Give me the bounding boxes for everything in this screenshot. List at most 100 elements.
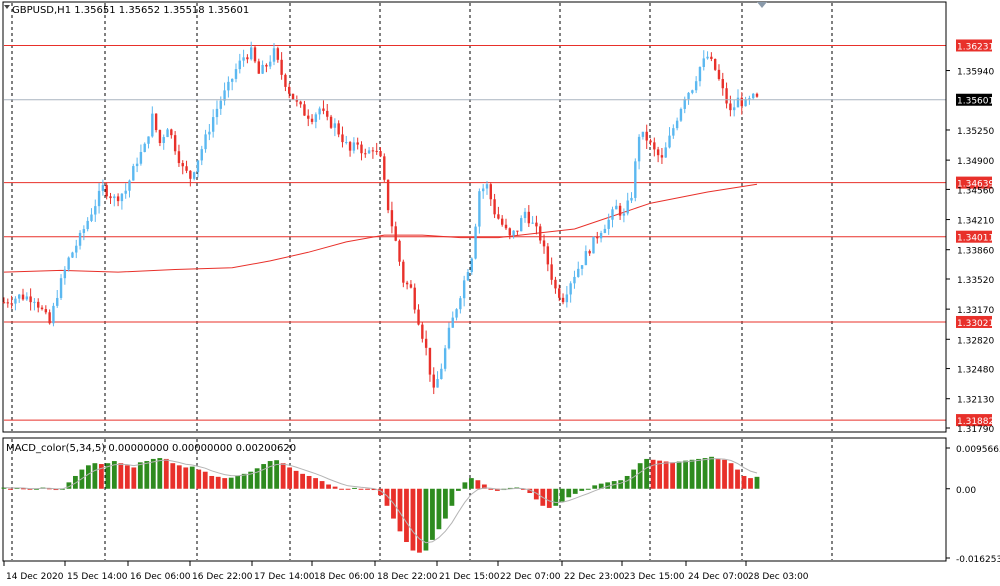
candle-body xyxy=(451,317,454,328)
candle-body xyxy=(120,193,124,202)
macd-bar xyxy=(183,467,189,489)
candle-body xyxy=(265,64,268,67)
macd-bar xyxy=(618,480,624,489)
candle-body xyxy=(128,180,131,191)
candle-body xyxy=(729,103,732,111)
candle-body xyxy=(341,134,344,143)
macd-bar xyxy=(1,487,7,489)
candle-body xyxy=(656,149,660,156)
macd-bar xyxy=(8,488,13,490)
macd-signal-line xyxy=(3,458,758,544)
candle-body xyxy=(531,222,534,224)
macd-bar xyxy=(417,488,422,553)
candle-body xyxy=(326,110,329,117)
candle-body xyxy=(242,57,245,61)
level-price-label: 1.36231 xyxy=(957,42,994,52)
macd-bar xyxy=(488,488,494,490)
candle-body xyxy=(375,150,378,152)
macd-bar xyxy=(339,488,344,490)
candle-body xyxy=(307,115,310,119)
candle-body xyxy=(402,261,405,283)
candle-body xyxy=(40,307,44,310)
candle-body xyxy=(398,240,401,262)
candle-body xyxy=(116,196,120,202)
candle-body xyxy=(443,348,447,369)
macd-gridlines xyxy=(11,439,833,560)
candle-body xyxy=(527,211,531,224)
macd-bar xyxy=(34,488,39,490)
candle-body xyxy=(500,218,504,225)
candle-body xyxy=(352,142,356,151)
candle-body xyxy=(603,228,607,233)
price-tick-label: 1.33170 xyxy=(957,306,994,316)
candle-body xyxy=(489,184,492,200)
candle-body xyxy=(481,188,485,192)
candle-body xyxy=(748,98,751,100)
candle-body xyxy=(223,90,226,101)
macd-bar xyxy=(222,478,228,489)
macd-bar xyxy=(235,475,241,489)
level-price-tag xyxy=(956,315,992,328)
macd-bar xyxy=(546,488,552,508)
candle-body xyxy=(417,309,420,325)
candle-body xyxy=(565,294,569,303)
macd-bar xyxy=(189,466,195,489)
horizontal-levels[interactable]: 1.36231 1.34639 1.34011 1.33021 1.31882 1.356… xyxy=(4,39,994,427)
candle-body xyxy=(386,179,390,211)
candle-body xyxy=(143,143,146,153)
candle-body xyxy=(200,149,203,161)
candle-body xyxy=(634,161,637,198)
macd-bar xyxy=(326,484,331,489)
macd-bar xyxy=(144,461,150,489)
macd-bar xyxy=(352,487,357,489)
candle-body xyxy=(310,118,314,122)
candle-body xyxy=(113,196,116,199)
macd-bar xyxy=(520,488,526,490)
macd-tick-label: 0.00 xyxy=(956,486,976,496)
candle-body xyxy=(105,185,108,197)
candle-body xyxy=(660,155,664,158)
macd-bar xyxy=(345,488,351,490)
candle-body xyxy=(573,276,576,284)
current-price-label: 1.35601 xyxy=(957,97,994,107)
candle-body xyxy=(158,130,162,144)
candle-body xyxy=(44,309,48,313)
macd-tick-label: -0.016253 xyxy=(956,555,1000,565)
shift-triangle-icon[interactable] xyxy=(757,2,767,8)
collapse-triangle-icon[interactable] xyxy=(4,5,10,9)
candle-body xyxy=(455,309,458,318)
candle-body xyxy=(470,258,473,273)
candle-body xyxy=(485,184,489,189)
candle-body xyxy=(440,368,443,380)
main-price-pane[interactable]: 1.36231 1.34639 1.34011 1.33021 1.31882 1.356… xyxy=(2,1,995,433)
candle-body xyxy=(679,108,683,121)
macd-pane-frame xyxy=(2,437,947,562)
candle-body xyxy=(611,209,614,220)
macd-pane[interactable]: MACD_color(5,34,5) 0.00000000 0.00000000… xyxy=(1,437,1000,565)
macd-bar xyxy=(748,478,753,489)
candle-body xyxy=(497,214,500,219)
macd-bar xyxy=(371,488,377,491)
level-price-label: 1.33021 xyxy=(957,319,994,329)
candle-body xyxy=(668,135,671,148)
macd-bar xyxy=(137,462,143,489)
candle-body xyxy=(675,120,679,129)
current-price-tag: 1.35601 xyxy=(956,93,994,107)
macd-bar xyxy=(98,464,104,489)
candle-body xyxy=(82,229,86,233)
candle-body xyxy=(170,129,173,136)
candle-body xyxy=(687,92,690,99)
candle-body xyxy=(520,218,523,232)
time-tick-label: 16 Dec 06:00 xyxy=(130,572,191,582)
macd-tick-label: 0.0095665 xyxy=(956,445,1000,455)
level-price-label: 1.34639 xyxy=(957,180,994,190)
candle-body xyxy=(192,172,196,179)
candle-body xyxy=(744,99,747,107)
time-tick-label: 23 Dec 15:00 xyxy=(624,572,685,582)
macd-bar xyxy=(592,485,598,489)
macd-bar xyxy=(196,469,202,489)
time-axis: 14 Dec 2020 15 Dec 14:00 16 Dec 06:00 16 De… xyxy=(3,561,809,582)
level-price-label: 1.34011 xyxy=(957,234,994,244)
candle-body xyxy=(523,211,527,219)
